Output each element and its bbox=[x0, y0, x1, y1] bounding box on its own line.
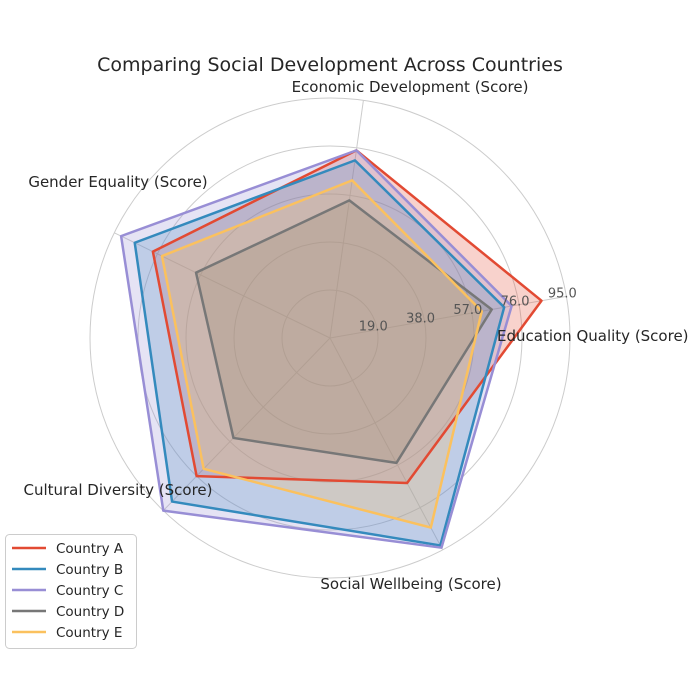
category-labels: Education Quality (Score) Economic Develo… bbox=[23, 78, 688, 593]
grid-spoke bbox=[329, 100, 364, 339]
grid-circle bbox=[233, 241, 427, 435]
radial-tick-label: 95.0 bbox=[548, 286, 577, 301]
radial-tick-label: 38.0 bbox=[406, 311, 435, 326]
grid bbox=[89, 97, 571, 579]
chart-title: Comparing Social Development Across Coun… bbox=[97, 54, 563, 76]
category-label: Education Quality (Score) bbox=[497, 327, 689, 345]
category-label: Gender Equality (Score) bbox=[28, 173, 207, 191]
series-line-country-e bbox=[160, 179, 484, 529]
grid-spoke bbox=[114, 232, 331, 339]
radial-tick-label: 57.0 bbox=[453, 303, 482, 318]
series-line-country-a bbox=[151, 149, 543, 485]
series-layer bbox=[119, 149, 543, 549]
series-fill-country-e bbox=[161, 180, 482, 528]
series-line-country-b bbox=[133, 159, 506, 547]
grid-circle bbox=[281, 289, 379, 387]
legend-label: Country B bbox=[56, 562, 123, 578]
series-line-country-c bbox=[119, 149, 513, 549]
legend-box bbox=[5, 534, 137, 649]
legend-label: Country A bbox=[56, 541, 124, 557]
series-fill-country-d bbox=[196, 200, 492, 463]
series-line-country-d bbox=[194, 199, 493, 465]
legend-label: Country D bbox=[56, 604, 124, 620]
category-label: Economic Development (Score) bbox=[292, 78, 529, 96]
radial-tick-label: 76.0 bbox=[501, 295, 530, 310]
grid-spoke bbox=[329, 295, 567, 339]
radial-ticks: 19.0 38.0 57.0 76.0 95.0 bbox=[359, 286, 577, 334]
category-label: Cultural Diversity (Score) bbox=[23, 481, 212, 499]
legend: Country A Country B Country C Country D Coun… bbox=[5, 534, 137, 649]
series-fill-country-a bbox=[152, 150, 542, 483]
legend-label: Country E bbox=[56, 625, 122, 641]
radial-tick-label: 19.0 bbox=[359, 320, 388, 335]
legend-label: Country C bbox=[56, 583, 123, 599]
category-label: Social Wellbeing (Score) bbox=[320, 575, 501, 593]
grid-circle bbox=[89, 97, 571, 579]
grid-spoke bbox=[162, 337, 331, 511]
grid-spoke bbox=[329, 337, 444, 551]
